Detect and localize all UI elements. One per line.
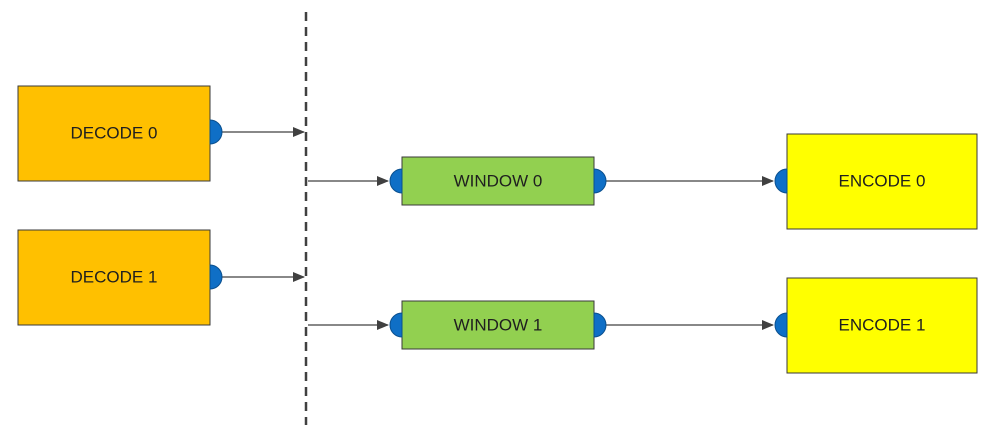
node-decode-0[interactable]: DECODE 0 <box>17 85 211 182</box>
node-encode-0-box[interactable] <box>786 133 978 230</box>
port-decode-1-out[interactable] <box>209 264 223 290</box>
node-encode-1-box[interactable] <box>786 277 978 374</box>
node-decode-0-box[interactable] <box>17 85 211 182</box>
node-window-1-label: WINDOW 1 <box>454 315 543 334</box>
port-window-1-in[interactable] <box>389 312 403 338</box>
node-window-0-label: WINDOW 0 <box>454 171 543 190</box>
node-decode-1-box[interactable] <box>17 229 211 326</box>
node-encode-0[interactable]: ENCODE 0 <box>786 133 978 230</box>
port-window-1-out[interactable] <box>593 312 607 338</box>
node-encode-0-label: ENCODE 0 <box>839 171 926 190</box>
node-decode-0-label: DECODE 0 <box>71 123 158 142</box>
port-window-0-in[interactable] <box>389 168 403 194</box>
node-decode-1-label: DECODE 1 <box>71 267 158 286</box>
ports <box>209 119 788 338</box>
edges <box>222 127 774 330</box>
port-decode-0-out[interactable] <box>209 119 223 145</box>
node-decode-1[interactable]: DECODE 1 <box>17 229 211 326</box>
node-window-0[interactable]: WINDOW 0 <box>401 156 595 206</box>
node-encode-1[interactable]: ENCODE 1 <box>786 277 978 374</box>
node-window-1[interactable]: WINDOW 1 <box>401 300 595 350</box>
port-encode-0-in[interactable] <box>774 168 788 194</box>
port-window-0-out[interactable] <box>593 168 607 194</box>
port-encode-1-in[interactable] <box>774 312 788 338</box>
node-encode-1-label: ENCODE 1 <box>839 315 926 334</box>
